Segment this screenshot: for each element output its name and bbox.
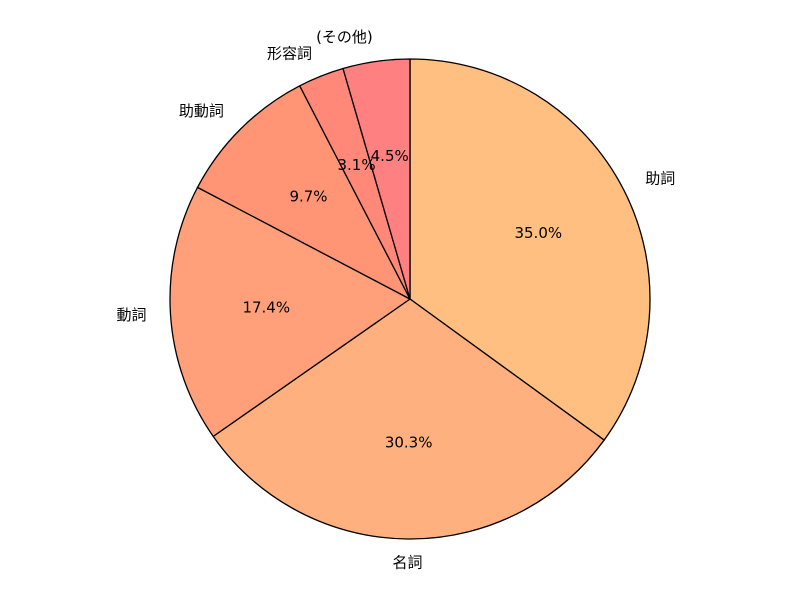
- pie-slice: [212, 298, 605, 540]
- category-label: 名詞: [393, 553, 423, 571]
- category-label: 助動詞: [179, 102, 224, 120]
- value-label: 3.1%: [338, 156, 376, 174]
- value-label: 4.5%: [371, 147, 409, 165]
- category-label: 助詞: [645, 170, 675, 188]
- category-label: (その他): [316, 28, 373, 46]
- pie-slice: [409, 58, 651, 441]
- value-label: 17.4%: [242, 299, 290, 317]
- pie-slice: [342, 58, 411, 300]
- value-label: 30.3%: [385, 433, 433, 451]
- category-label: 形容詞: [267, 44, 312, 62]
- category-label: 動詞: [117, 306, 147, 324]
- pie-slice: [169, 186, 411, 438]
- pie-slice: [196, 85, 411, 300]
- value-label: 9.7%: [289, 187, 327, 205]
- value-label: 35.0%: [514, 224, 562, 242]
